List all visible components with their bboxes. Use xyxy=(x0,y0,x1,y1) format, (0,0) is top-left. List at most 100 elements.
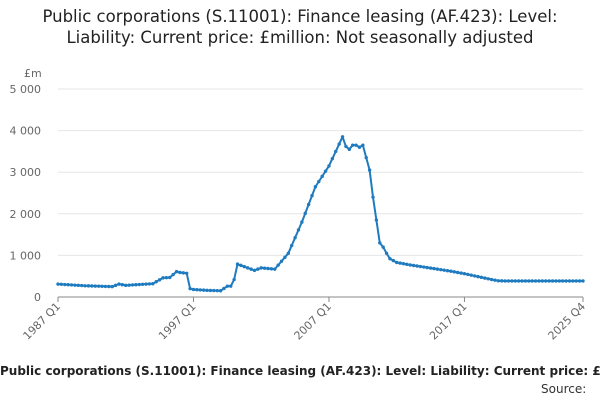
data-point[interactable] xyxy=(564,279,568,283)
data-point[interactable] xyxy=(93,284,97,288)
data-point[interactable] xyxy=(212,288,216,293)
data-point[interactable] xyxy=(540,279,545,283)
data-point[interactable] xyxy=(262,266,267,270)
data-point[interactable] xyxy=(201,288,206,292)
data-point[interactable] xyxy=(361,143,365,147)
data-point[interactable] xyxy=(577,279,582,283)
data-point[interactable] xyxy=(259,266,263,270)
data-point[interactable] xyxy=(269,267,274,271)
data-point[interactable] xyxy=(455,270,460,275)
data-point[interactable] xyxy=(537,279,541,283)
data-point[interactable] xyxy=(395,260,399,265)
data-point[interactable] xyxy=(398,261,402,265)
data-point[interactable] xyxy=(134,283,138,287)
data-point[interactable] xyxy=(513,279,517,283)
data-point[interactable] xyxy=(151,281,155,286)
data-point[interactable] xyxy=(411,263,416,268)
data-point[interactable] xyxy=(185,271,189,275)
data-point[interactable] xyxy=(188,286,192,291)
data-point[interactable] xyxy=(171,272,175,277)
data-point[interactable] xyxy=(381,245,385,249)
data-point[interactable] xyxy=(76,283,81,288)
data-point[interactable] xyxy=(63,282,67,287)
data-point[interactable] xyxy=(208,288,213,293)
data-point[interactable] xyxy=(523,279,528,283)
data-point[interactable] xyxy=(384,251,389,256)
data-point[interactable] xyxy=(283,255,287,259)
data-point[interactable] xyxy=(80,283,84,288)
data-point[interactable] xyxy=(124,283,128,288)
data-point[interactable] xyxy=(554,279,558,283)
data-point[interactable] xyxy=(483,276,487,280)
data-point[interactable] xyxy=(229,284,233,288)
data-point[interactable] xyxy=(466,272,470,277)
data-point[interactable] xyxy=(266,266,270,271)
data-point[interactable] xyxy=(222,286,226,291)
data-point[interactable] xyxy=(56,282,60,286)
data-point[interactable] xyxy=(279,259,284,263)
data-point[interactable] xyxy=(340,135,345,139)
data-point[interactable] xyxy=(506,279,511,283)
data-point[interactable] xyxy=(195,288,199,292)
data-point[interactable] xyxy=(144,282,148,286)
data-point[interactable] xyxy=(520,279,524,283)
data-point[interactable] xyxy=(69,283,74,287)
data-point[interactable] xyxy=(137,282,141,287)
data-point[interactable] xyxy=(73,283,77,287)
data-point[interactable] xyxy=(59,282,64,287)
data-point[interactable] xyxy=(191,287,196,292)
data-point[interactable] xyxy=(496,279,501,283)
data-point[interactable] xyxy=(452,270,456,274)
data-point[interactable] xyxy=(408,263,412,267)
data-point[interactable] xyxy=(161,276,165,280)
data-point[interactable] xyxy=(401,262,406,266)
data-point[interactable] xyxy=(378,241,382,245)
data-point[interactable] xyxy=(347,147,351,152)
data-point[interactable] xyxy=(252,268,257,273)
data-point[interactable] xyxy=(442,268,446,272)
data-point[interactable] xyxy=(337,142,341,146)
data-point[interactable] xyxy=(516,279,521,283)
data-point[interactable] xyxy=(239,263,243,268)
data-point[interactable] xyxy=(327,164,331,168)
data-point[interactable] xyxy=(313,185,318,189)
data-point[interactable] xyxy=(100,284,104,288)
data-point[interactable] xyxy=(405,262,409,267)
data-point[interactable] xyxy=(290,243,294,248)
data-point[interactable] xyxy=(235,262,240,266)
data-point[interactable] xyxy=(174,269,179,274)
data-point[interactable] xyxy=(300,220,304,224)
data-point[interactable] xyxy=(344,144,348,149)
data-point[interactable] xyxy=(533,279,538,283)
data-point[interactable] xyxy=(557,279,561,283)
data-point[interactable] xyxy=(547,279,551,283)
data-point[interactable] xyxy=(486,277,490,281)
data-point[interactable] xyxy=(320,174,324,179)
data-point[interactable] xyxy=(296,228,301,232)
data-point[interactable] xyxy=(276,263,280,267)
data-point[interactable] xyxy=(550,279,555,283)
data-point[interactable] xyxy=(225,284,230,288)
data-point[interactable] xyxy=(544,279,548,283)
data-point[interactable] xyxy=(374,218,379,222)
data-point[interactable] xyxy=(469,273,473,277)
data-point[interactable] xyxy=(198,288,202,292)
data-point[interactable] xyxy=(334,149,338,154)
data-point[interactable] xyxy=(357,145,362,149)
data-point[interactable] xyxy=(140,282,145,287)
data-point[interactable] xyxy=(286,251,291,256)
data-point[interactable] xyxy=(439,267,443,272)
data-point[interactable] xyxy=(428,266,433,270)
data-point[interactable] xyxy=(66,283,70,287)
data-point[interactable] xyxy=(83,284,87,288)
data-point[interactable] xyxy=(120,283,125,287)
data-point[interactable] xyxy=(530,279,534,283)
data-point[interactable] xyxy=(472,274,477,278)
data-point[interactable] xyxy=(317,179,321,184)
data-point[interactable] xyxy=(164,275,169,280)
data-point[interactable] xyxy=(449,269,453,273)
data-point[interactable] xyxy=(388,257,392,261)
data-point[interactable] xyxy=(489,277,494,282)
data-point[interactable] xyxy=(242,264,246,269)
data-point[interactable] xyxy=(503,279,507,283)
